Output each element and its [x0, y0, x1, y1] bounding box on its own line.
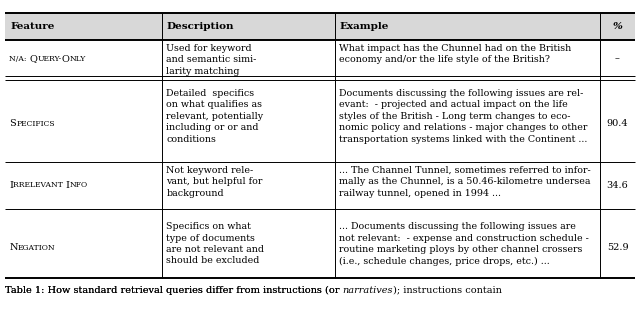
Text: N: N	[10, 243, 18, 253]
Text: Example: Example	[339, 22, 389, 31]
Text: What impact has the Chunnel had on the British
economy and/or the life style of : What impact has the Chunnel had on the B…	[339, 44, 572, 65]
Text: N/A:: N/A:	[10, 55, 29, 63]
Text: PECIFICS: PECIFICS	[16, 120, 55, 127]
Text: S: S	[10, 119, 16, 128]
Text: I: I	[66, 181, 70, 190]
Text: EGATION: EGATION	[18, 244, 56, 252]
Text: Feature: Feature	[10, 22, 54, 31]
Text: Used for keyword
and semantic simi-
larity matching: Used for keyword and semantic simi- lari…	[166, 44, 257, 76]
Text: NLY: NLY	[69, 55, 86, 63]
Text: –: –	[615, 55, 620, 64]
Text: 90.4: 90.4	[607, 119, 628, 128]
Text: ... Documents discussing the following issues are
not relevant:  - expense and c: ... Documents discussing the following i…	[339, 222, 589, 266]
Text: 34.6: 34.6	[607, 181, 628, 190]
Text: ); instructions contain: ); instructions contain	[393, 286, 502, 295]
Text: Detailed  specifics
on what qualifies as
relevant, potentially
including or or a: Detailed specifics on what qualifies as …	[166, 89, 264, 144]
Text: O: O	[61, 55, 69, 64]
Text: Documents discussing the following issues are rel-
evant:  - projected and actua: Documents discussing the following issue…	[339, 89, 588, 144]
Text: Description: Description	[166, 22, 234, 31]
Text: narratives: narratives	[342, 286, 393, 295]
Text: Specifics on what
type of documents
are not relevant and
should be excluded: Specifics on what type of documents are …	[166, 222, 264, 265]
Text: RRELEVANT: RRELEVANT	[13, 181, 66, 189]
Text: NFO: NFO	[70, 181, 88, 189]
Text: Table 1: How standard retrieval queries differ from instructions (or: Table 1: How standard retrieval queries …	[5, 286, 342, 295]
Text: Table 1: How standard retrieval queries differ from instructions (or: Table 1: How standard retrieval queries …	[5, 286, 342, 295]
Text: %: %	[612, 22, 623, 31]
Text: I: I	[10, 181, 13, 190]
Text: Q: Q	[29, 55, 37, 64]
Text: 52.9: 52.9	[607, 243, 628, 253]
Text: UERY-: UERY-	[37, 55, 61, 63]
Bar	[5, 13, 635, 40]
Text: ... The Channel Tunnel, sometimes referred to infor-
mally as the Chunnel, is a : ... The Channel Tunnel, sometimes referr…	[339, 166, 591, 198]
Text: Not keyword rele-
vant, but helpful for
background: Not keyword rele- vant, but helpful for …	[166, 166, 263, 198]
